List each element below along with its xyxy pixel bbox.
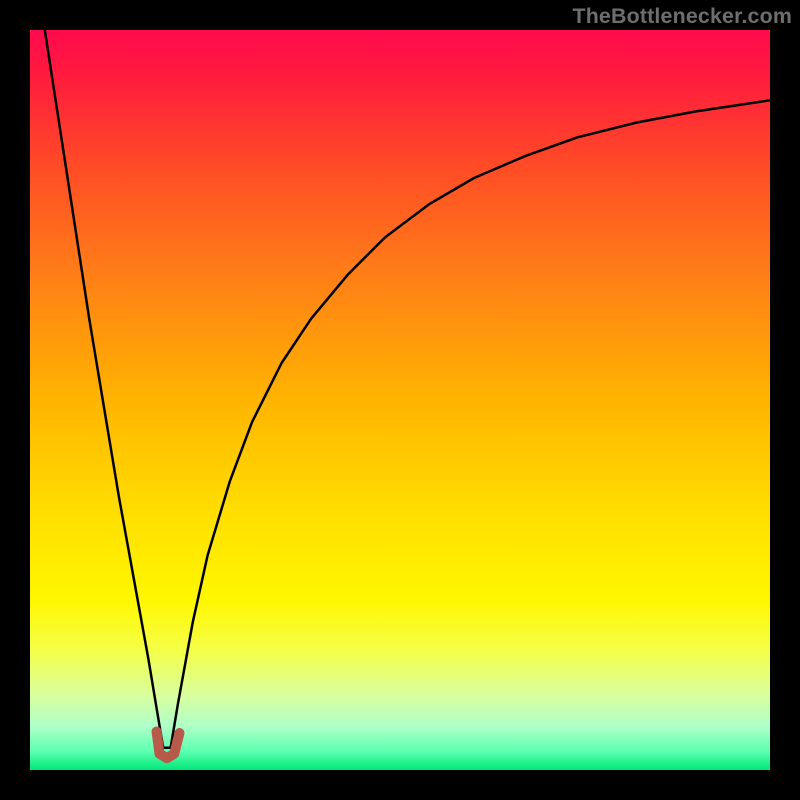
chart-svg	[0, 0, 800, 800]
bottleneck-chart: TheBottlenecker.com	[0, 0, 800, 800]
watermark-text: TheBottlenecker.com	[572, 4, 792, 29]
plot-area-gradient	[30, 30, 770, 770]
